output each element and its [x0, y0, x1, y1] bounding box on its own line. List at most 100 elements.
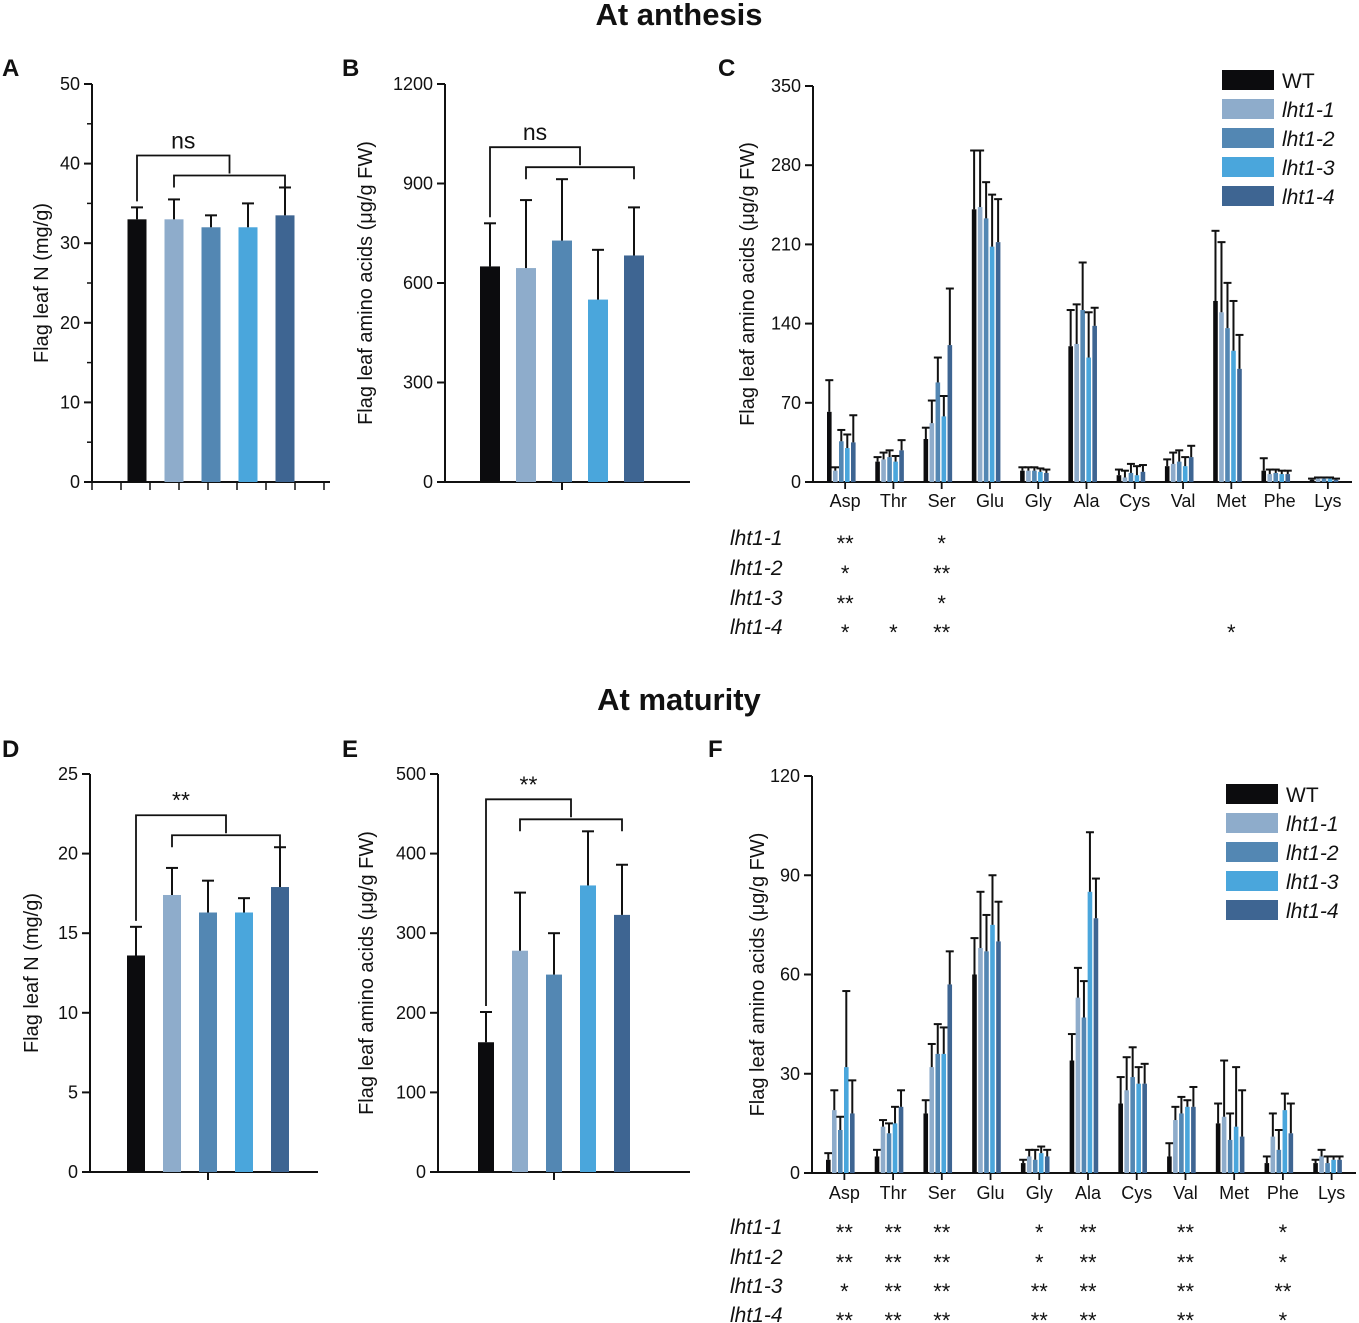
significance-mark: * — [937, 591, 946, 616]
x-tick-label: Cys — [1119, 491, 1150, 511]
significance-row-label: lht1-4 — [730, 616, 783, 639]
y-tick-label: 0 — [423, 472, 433, 492]
bar-lht1-4 — [1093, 918, 1099, 1173]
bar-lht1-3 — [588, 299, 608, 482]
significance-mark: ** — [837, 591, 855, 616]
bar-lht1-4 — [996, 941, 1001, 1173]
significance-mark: ** — [1177, 1279, 1195, 1304]
significance-mark: * — [841, 620, 850, 645]
bar-lht1-4 — [1285, 474, 1291, 482]
bar-lht1-3 — [1231, 350, 1236, 482]
bar-lht1-1 — [163, 894, 181, 1172]
legend-swatch-lht1-4 — [1222, 186, 1274, 206]
significance-mark: ** — [933, 620, 951, 645]
panel-letter: F — [708, 736, 723, 763]
panel-a-flag-leaf-n-anthesis: 0 10 20 30 40 50 Flag leaf N (mg/g) Ans — [2, 55, 330, 492]
panel-e-flag-leaf-amino-acids-maturity: 0 100 200 300 400 500 Flag leaf amino acids (μ… — [342, 736, 690, 1182]
section-title-maturity: At maturity — [597, 682, 761, 717]
significance-row-label: lht1-3 — [730, 587, 783, 610]
bar-lht1-4 — [1140, 471, 1146, 482]
x-tick-label: Ala — [1075, 1183, 1102, 1203]
bar-lht1-2 — [1128, 472, 1134, 482]
bar-lht1-2 — [1176, 461, 1182, 482]
bar-WT — [1167, 1156, 1172, 1173]
legend-swatch-lht1-2 — [1222, 128, 1274, 148]
bar-WT — [923, 439, 929, 482]
significance-mark: * — [1279, 1220, 1288, 1245]
bar-WT — [1069, 1060, 1075, 1173]
x-tick-label: Thr — [880, 1183, 907, 1203]
y-tick-label: 280 — [771, 155, 801, 175]
y-tick-label: 300 — [396, 923, 426, 943]
bar-lht1-4 — [1337, 1159, 1342, 1173]
panel-letter: B — [342, 55, 359, 82]
legend-swatch-lht1-1 — [1226, 813, 1278, 833]
significance-mark: ** — [836, 1308, 854, 1323]
significance-mark: * — [1227, 620, 1236, 645]
bar-lht1-2 — [838, 1129, 843, 1173]
bar-lht1-3 — [941, 416, 947, 482]
legend-label-lht1-1: lht1-1 — [1282, 99, 1335, 122]
x-tick-label: Gly — [1026, 1183, 1053, 1203]
bar-lht1-2 — [1032, 470, 1037, 482]
significance-mark: ** — [933, 561, 951, 586]
significance-bracket-wt — [135, 814, 227, 921]
bar-WT — [1020, 470, 1025, 482]
y-tick-label: 90 — [780, 865, 800, 885]
bar-lht1-1 — [512, 950, 528, 1172]
bar-lht1-3 — [1282, 1110, 1288, 1173]
bar-lht1-2 — [1225, 328, 1230, 482]
y-tick-label: 50 — [60, 74, 80, 94]
significance-mark: ** — [1079, 1220, 1097, 1245]
y-tick-label: 25 — [58, 764, 78, 784]
x-tick-label: Ala — [1073, 491, 1100, 511]
significance-mark: ** — [885, 1279, 903, 1304]
y-tick-label: 20 — [58, 844, 78, 864]
bar-lht1-1 — [1270, 1136, 1276, 1173]
y-tick-label: 30 — [780, 1064, 800, 1084]
bar-lht1-4 — [1239, 1136, 1245, 1173]
x-tick-label: Glu — [976, 491, 1004, 511]
significance-mark: ** — [933, 1308, 951, 1323]
bar-WT — [1116, 475, 1122, 482]
bar-lht1-2 — [1081, 1017, 1087, 1173]
bar-WT — [1118, 1103, 1123, 1173]
bar-lht1-4 — [1191, 1106, 1196, 1173]
bar-lht1-2 — [1032, 1159, 1038, 1173]
significance-bracket-mutants — [525, 166, 635, 180]
significance-mark: * — [937, 531, 946, 556]
bar-lht1-3 — [1086, 357, 1091, 482]
bar-lht1-4 — [995, 242, 1001, 482]
significance-row-label: lht1-2 — [730, 557, 783, 580]
significance-bracket-mutants — [519, 818, 623, 832]
bar-WT — [971, 209, 977, 482]
legend-swatch-lht1-4 — [1226, 900, 1278, 920]
bar-lht1-2 — [935, 1053, 941, 1173]
x-tick-label: Cys — [1121, 1183, 1152, 1203]
bar-lht1-1 — [1026, 1156, 1032, 1173]
bar-lht1-2 — [1179, 1113, 1184, 1173]
y-tick-label: 300 — [403, 373, 433, 393]
bar-lht1-2 — [1325, 1163, 1330, 1173]
bar-lht1-1 — [978, 948, 983, 1173]
significance-label: ns — [171, 127, 195, 153]
section-title-anthesis: At anthesis — [595, 0, 762, 32]
panel-letter: A — [2, 55, 19, 82]
significance-mark: ** — [836, 1250, 854, 1275]
bar-lht1-4 — [898, 1106, 904, 1173]
x-tick-label: Phe — [1264, 491, 1296, 511]
y-axis-label: Flag leaf N (mg/g) — [21, 893, 43, 1053]
significance-mark: ** — [1177, 1220, 1195, 1245]
bar-lht1-1 — [881, 459, 886, 482]
bar-lht1-3 — [1331, 1159, 1336, 1173]
y-axis-label: Flag leaf amino acids (μg/g FW) — [747, 833, 769, 1117]
significance-bracket-mutants — [171, 834, 281, 848]
bar-lht1-3 — [235, 912, 253, 1172]
legend-label-lht1-3: lht1-3 — [1282, 157, 1335, 180]
x-tick-label: Asp — [829, 1183, 860, 1203]
x-tick-label: Met — [1216, 491, 1246, 511]
x-tick-label: Val — [1171, 491, 1196, 511]
legend-label-lht1-2: lht1-2 — [1282, 128, 1335, 151]
significance-mark: * — [889, 620, 898, 645]
significance-mark: ** — [1079, 1250, 1097, 1275]
